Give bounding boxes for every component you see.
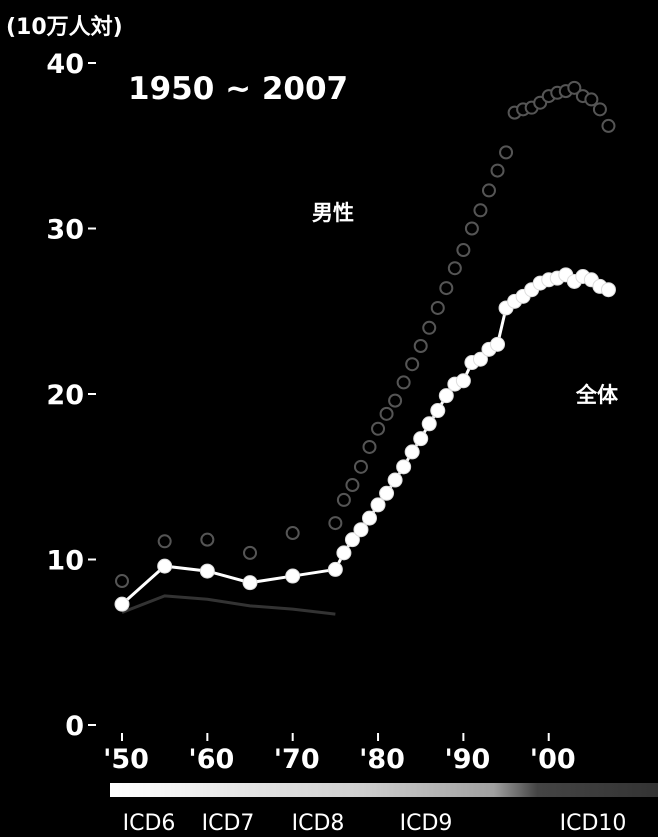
series-point-total [379,485,395,501]
series-point-total [157,558,173,574]
series-point-total [421,416,437,432]
y-tick-label: 10 [46,546,84,577]
icd-band-bar [110,783,658,797]
series-point-total [327,561,343,577]
series-point-male [456,243,471,258]
series-point-total [472,351,488,367]
y-tick-label: 20 [46,380,84,411]
series-point-total [285,568,301,584]
series-point-total [362,510,377,526]
series-point-male [567,80,582,95]
series-point-male [336,492,351,507]
series-point-male [157,534,172,549]
series-point-male [473,203,488,218]
series-point-total [396,459,412,475]
series-point-male [396,375,411,390]
x-tick-label: '00 [530,744,576,775]
series-point-male [243,545,258,560]
series-point-total [344,532,360,548]
series-point-male [447,261,462,276]
y-tick-label: 30 [46,215,84,246]
series-point-total [413,431,429,447]
series-point-male [379,406,394,421]
x-tick-label: '50 [103,744,149,775]
series-point-total [490,336,506,352]
x-tick-label: '80 [359,744,405,775]
series-point-total [114,596,130,612]
series-point-total [438,388,454,404]
series-point-male [422,320,437,335]
x-tick-label: '70 [274,744,320,775]
series-label-total: 全体 [575,383,619,407]
series-point-total [455,373,471,389]
series-point-total [404,444,420,460]
series-line-total [121,273,610,606]
series-point-total [370,497,386,513]
series-point-male [584,92,599,107]
y-tick-label: 0 [65,711,84,742]
icd-label: ICD10 [560,811,627,836]
series-point-male [353,459,368,474]
icd-labels: ICD6 ICD7 ICD8 ICD9 ICD10 [123,811,627,836]
series-point-male [499,145,514,160]
series-point-male [601,118,616,133]
series-point-male [285,526,300,541]
series-point-total [353,522,369,538]
x-tick-label: '60 [188,744,234,775]
series-label-male: 男性 [312,201,354,225]
series-point-total [242,575,258,591]
series-point-male [464,221,479,236]
series-point-total [430,403,446,419]
series-layer [114,80,616,616]
series-point-male [388,393,403,408]
series-point-male [371,421,386,436]
y-tick-label: 40 [46,49,84,80]
series-point-male [405,357,420,372]
y-axis-unit-label: (10万人対) [6,15,123,40]
icd-label: ICD6 [123,811,176,836]
icd-label: ICD8 [292,811,345,836]
icd-label: ICD9 [400,811,453,836]
series-point-male [430,300,445,315]
series-line-faint [121,594,336,616]
chart-title: 1950 ~ 2007 [128,71,348,107]
series-point-male [362,439,377,454]
series-point-total [199,563,215,579]
series-point-male [490,163,505,178]
series-point-male [439,281,454,296]
series-point-male [413,339,428,354]
series-point-male [115,574,129,589]
series-point-total [336,545,352,561]
series-point-male [328,516,343,531]
series-point-male [345,478,360,493]
series-point-male [200,532,215,547]
series-point-male [481,183,496,198]
x-tick-label: '90 [444,744,490,775]
series-point-male [592,102,607,117]
axes: 0 10 20 30 40 '50 '60 '70 '80 '90 '00 [46,49,575,775]
series-point-total [387,472,403,488]
icd-label: ICD7 [202,811,255,836]
series-point-total [600,282,616,298]
